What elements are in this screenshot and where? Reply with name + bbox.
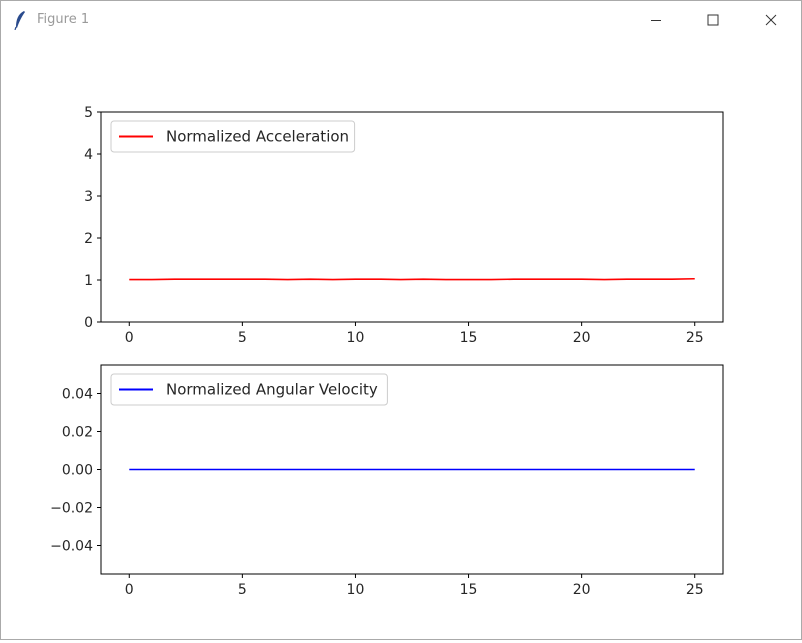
x-tick-label: 15: [460, 582, 478, 598]
x-tick-label: 20: [573, 582, 591, 598]
legend: Normalized Angular Velocity: [110, 373, 388, 406]
subplot-2: 0 5 10 15 20 25 −0.04 −0.02 0.00 0.02 0.04 Normaliz…: [50, 364, 724, 598]
y-tick-label: 5: [84, 105, 93, 121]
x-tick-label: 20: [573, 330, 591, 346]
x-tick-label: 0: [125, 330, 134, 346]
y-tick-label: 0.00: [62, 463, 93, 479]
close-icon: [765, 14, 777, 26]
x-tick-label: 5: [238, 330, 247, 346]
window-title: Figure 1: [37, 12, 90, 27]
y-tick-label: 0.02: [62, 425, 93, 441]
maximize-icon: [707, 14, 719, 26]
legend-label: Normalized Acceleration: [166, 128, 349, 146]
y-tick-label: 1: [84, 273, 93, 289]
x-tick-label: 0: [125, 582, 134, 598]
title-bar[interactable]: Figure 1: [1, 1, 801, 39]
x-tick-label: 25: [686, 330, 704, 346]
y-tick-label: −0.02: [50, 501, 93, 517]
y-tick-label: 4: [84, 147, 93, 163]
legend-box: [110, 373, 388, 406]
close-button[interactable]: [748, 1, 794, 39]
y-tick-label: 0: [84, 315, 93, 331]
subplot-1: 0 5 10 15 20 25 0 1 2 3 4 5 Normalized Acceleration: [84, 105, 724, 346]
minimize-icon: [651, 20, 661, 21]
x-tick-label: 5: [238, 582, 247, 598]
legend-label: Normalized Angular Velocity: [166, 381, 378, 399]
y-tick-label: 2: [84, 231, 93, 247]
x-tick-label: 10: [347, 330, 365, 346]
y-tick-label: 3: [84, 189, 93, 205]
y-tick-label: 0.04: [62, 387, 93, 403]
figure-canvas: 0 5 10 15 20 25 0 1 2 3 4 5 Normalized Acceleration 0…: [1, 39, 801, 639]
minimize-button[interactable]: [633, 1, 679, 39]
legend: Normalized Acceleration: [110, 120, 356, 153]
x-tick-label: 10: [347, 582, 365, 598]
y-tick-label: −0.04: [50, 539, 93, 555]
maximize-button[interactable]: [690, 1, 736, 39]
feather-icon: [13, 10, 27, 31]
series-line: [129, 277, 695, 281]
legend-box: [110, 120, 356, 153]
x-tick-label: 25: [686, 582, 704, 598]
x-tick-label: 15: [460, 330, 478, 346]
